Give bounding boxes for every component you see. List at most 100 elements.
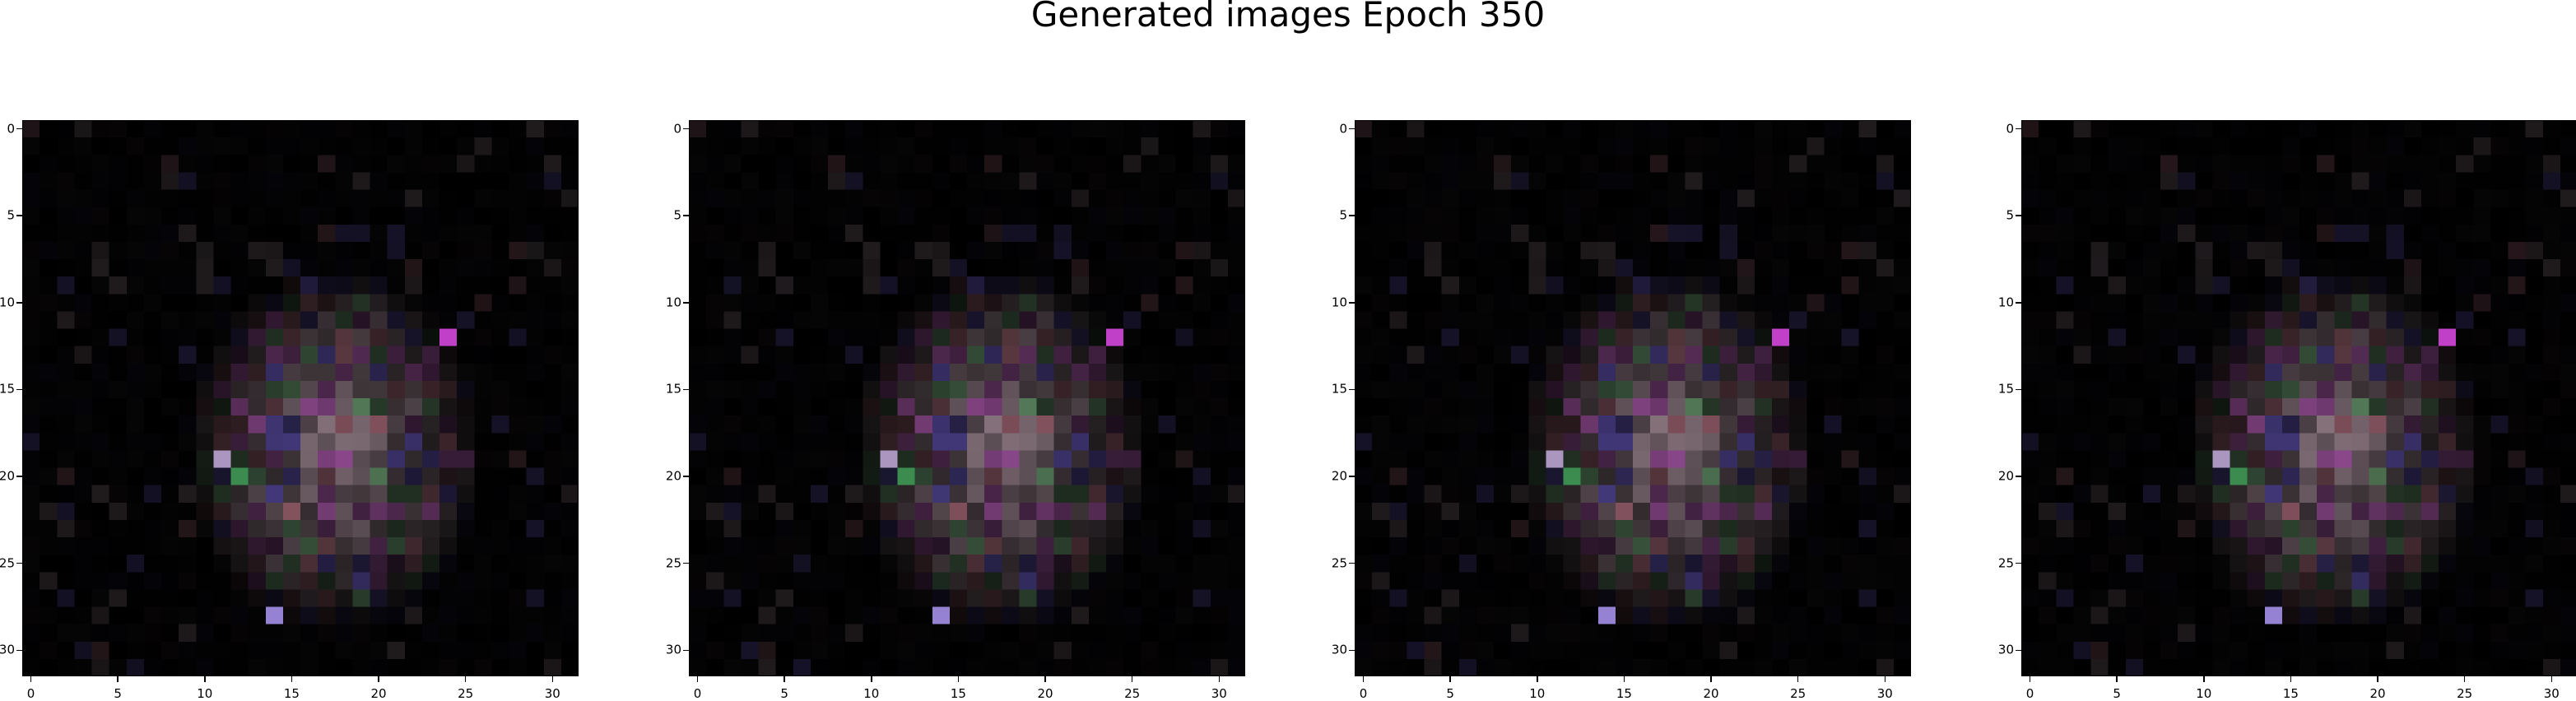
y-tick	[683, 562, 689, 564]
y-tick	[1349, 215, 1355, 216]
x-tick	[1623, 676, 1625, 682]
y-tick-label: 25	[1331, 555, 1347, 571]
y-tick	[16, 649, 22, 652]
x-tick-label: 0	[26, 686, 35, 701]
x-tick	[1537, 676, 1538, 682]
x-tick	[783, 676, 785, 682]
x-tick-label: 15	[950, 686, 966, 701]
generated-image-1	[22, 120, 579, 676]
x-tick-label: 25	[1790, 686, 1806, 701]
generated-image-4	[2021, 120, 2576, 676]
y-tick	[683, 476, 689, 477]
x-tick	[30, 676, 32, 682]
y-tick-label: 20	[1331, 468, 1347, 484]
y-tick-label: 20	[1997, 468, 2014, 484]
y-tick	[683, 649, 689, 652]
y-tick-label: 30	[1997, 642, 2014, 657]
x-tick	[2377, 676, 2378, 682]
x-tick-label: 30	[1876, 686, 1893, 701]
y-tick-label: 5	[7, 207, 15, 223]
x-tick-label: 5	[1446, 686, 1454, 701]
y-tick	[16, 388, 22, 391]
x-tick	[1884, 676, 1886, 682]
y-tick	[2016, 302, 2021, 304]
y-tick	[16, 302, 22, 304]
x-tick-label: 15	[2282, 686, 2299, 701]
y-tick	[683, 388, 689, 391]
y-tick-label: 15	[1331, 381, 1347, 397]
axes-frame	[1355, 120, 1911, 676]
y-tick	[1349, 476, 1355, 477]
x-tick	[1044, 676, 1046, 682]
y-tick	[683, 215, 689, 216]
x-tick	[1797, 676, 1799, 682]
x-tick	[291, 676, 293, 682]
generated-image-2-panel: 0 0 5 5 10 10 15 15 20 20 25 25 30 30	[666, 120, 1245, 700]
y-tick	[16, 128, 22, 130]
x-tick	[2116, 676, 2118, 682]
generated-image-3-panel: 0 0 5 5 10 10 15 15 20 20 25 25 30 30	[1332, 120, 1911, 700]
y-tick-label: 30	[665, 642, 681, 657]
y-tick-label: 15	[665, 381, 681, 397]
x-tick-label: 20	[2369, 686, 2386, 701]
y-tick	[16, 476, 22, 477]
y-tick	[2016, 649, 2021, 652]
x-tick-label: 20	[1703, 686, 1719, 701]
x-tick	[2463, 676, 2466, 682]
y-tick-label: 25	[0, 555, 15, 571]
x-tick-label: 5	[114, 686, 122, 701]
x-tick	[551, 676, 554, 682]
axes-frame	[689, 120, 1245, 676]
x-tick-label: 0	[2025, 686, 2034, 701]
x-tick	[464, 676, 467, 682]
x-tick-label: 20	[1037, 686, 1053, 701]
x-tick-label: 20	[370, 686, 387, 701]
y-tick-label: 0	[673, 121, 681, 137]
x-tick-label: 25	[458, 686, 474, 701]
x-tick-label: 25	[1124, 686, 1141, 701]
x-tick-label: 15	[1616, 686, 1632, 701]
x-tick-label: 10	[2196, 686, 2212, 701]
y-tick-label: 20	[0, 468, 15, 484]
y-tick	[2016, 215, 2021, 216]
x-tick-label: 5	[2113, 686, 2121, 701]
x-tick	[696, 676, 699, 682]
y-tick-label: 5	[673, 207, 681, 223]
y-tick	[1349, 649, 1355, 652]
x-tick	[957, 676, 960, 682]
y-tick-label: 15	[0, 381, 15, 397]
generated-image-1-panel: 0 0 5 5 10 10 15 15 20 20 25 25 30 30	[0, 120, 579, 700]
y-tick	[2016, 388, 2021, 391]
y-tick-label: 25	[1997, 555, 2014, 571]
y-tick-label: 10	[1997, 295, 2014, 310]
y-tick	[683, 302, 689, 304]
y-tick-label: 10	[665, 295, 681, 310]
y-tick	[16, 562, 22, 564]
y-tick	[16, 215, 22, 216]
x-tick-label: 10	[863, 686, 880, 701]
x-tick	[1131, 676, 1133, 682]
y-tick	[1349, 302, 1355, 304]
x-tick	[2550, 676, 2553, 682]
x-tick	[1449, 676, 1451, 682]
y-tick-label: 25	[665, 555, 681, 571]
x-tick-label: 30	[544, 686, 560, 701]
x-tick-label: 10	[1529, 686, 1546, 701]
y-tick	[1349, 128, 1355, 130]
y-tick-label: 30	[1331, 642, 1347, 657]
x-tick	[871, 676, 872, 682]
y-tick	[683, 128, 689, 130]
x-tick	[378, 676, 379, 682]
y-tick-label: 0	[1339, 121, 1347, 137]
x-tick	[117, 676, 119, 682]
x-tick	[1218, 676, 1221, 682]
y-tick-label: 10	[1331, 295, 1347, 310]
x-tick-label: 25	[2457, 686, 2473, 701]
axes-frame	[2021, 120, 2576, 676]
x-tick-label: 0	[693, 686, 702, 701]
figure-title: Generated images Epoch 350	[1030, 0, 1546, 35]
y-tick-label: 0	[7, 121, 15, 137]
generated-image-2	[689, 120, 1245, 676]
y-tick	[2016, 562, 2021, 564]
y-tick-label: 15	[1997, 381, 2014, 397]
